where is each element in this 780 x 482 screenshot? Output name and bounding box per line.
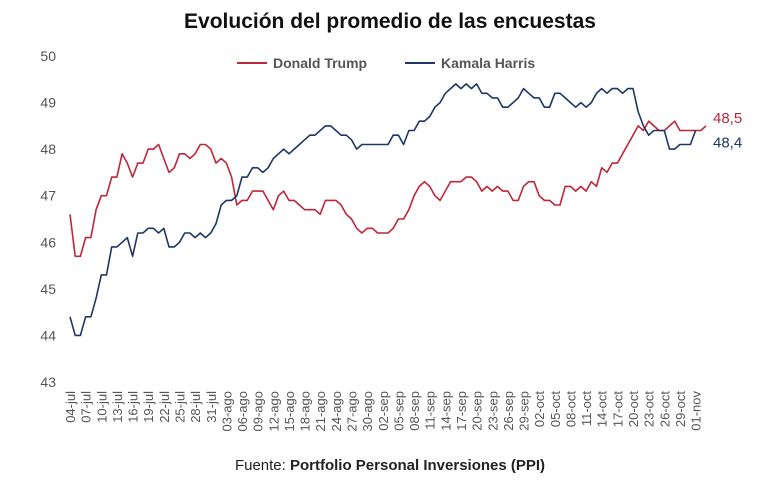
legend: Donald Trump Kamala Harris: [237, 55, 535, 71]
x-tick-label: 29-sep: [517, 391, 532, 431]
y-tick-label: 43: [40, 374, 56, 390]
x-tick-label: 13-jul: [110, 391, 125, 423]
x-tick-label: 03-ago: [219, 391, 234, 431]
x-tick-label: 31-jul: [204, 391, 219, 423]
x-tick-label: 21-ago: [313, 391, 328, 431]
legend-label: Kamala Harris: [441, 55, 535, 71]
x-tick-label: 29-oct: [673, 391, 688, 428]
source-prefix: Fuente:: [234, 457, 286, 474]
x-tick-label: 09-ago: [251, 391, 266, 431]
series-line-harris: [69, 83, 697, 337]
x-tick-label: 11-sep: [423, 391, 438, 430]
chart-title: Evolución del promedio de las encuestas: [184, 10, 596, 33]
x-tick-label: 18-ago: [298, 391, 313, 431]
x-tick-label: 26-oct: [657, 391, 672, 428]
legend-label: Donald Trump: [273, 55, 367, 71]
series-lines: [69, 83, 707, 337]
end-label-trump: 48,5: [713, 110, 742, 127]
x-tick-label: 20-oct: [626, 391, 641, 428]
x-tick-label: 10-jul: [94, 391, 109, 423]
y-tick-label: 44: [40, 327, 56, 343]
y-axis: 43 44 45 46 47 48 49 50: [40, 48, 56, 390]
x-tick-label: 22-jul: [157, 391, 172, 423]
x-tick-label: 27-ago: [345, 391, 360, 431]
y-tick-label: 46: [40, 234, 56, 250]
x-tick-label: 05-sep: [391, 391, 406, 431]
x-tick-label: 28-jul: [188, 391, 203, 423]
series-line-trump: [69, 120, 707, 258]
x-tick-label: 26-sep: [501, 391, 516, 431]
x-tick-label: 24-ago: [329, 391, 344, 431]
y-tick-label: 50: [40, 48, 56, 64]
x-tick-label: 30-ago: [360, 391, 375, 431]
y-tick-label: 48: [40, 141, 56, 157]
x-tick-label: 17-oct: [610, 391, 625, 428]
x-tick-label: 23-sep: [485, 391, 500, 431]
y-tick-label: 49: [40, 95, 56, 111]
source-name: Portfolio Personal Inversiones (PPI): [289, 457, 546, 474]
end-labels: 48,5 48,4: [713, 110, 742, 152]
y-tick-label: 45: [40, 281, 56, 297]
x-tick-label: 12-ago: [266, 391, 281, 431]
x-tick-label: 14-oct: [595, 391, 610, 428]
x-tick-label: 11-oct: [579, 391, 594, 427]
x-tick-label: 25-jul: [172, 391, 187, 423]
x-tick-label: 15-ago: [282, 391, 297, 431]
x-axis: 04-jul 07-jul 10-jul 13-jul 16-jul 19-jul 22-j…: [63, 391, 704, 432]
x-tick-label: 05-oct: [548, 391, 563, 428]
x-tick-label: 19-jul: [141, 391, 156, 423]
x-tick-label: 02-sep: [376, 391, 391, 431]
x-tick-label: 14-sep: [438, 391, 453, 431]
x-tick-label: 20-sep: [470, 391, 485, 431]
x-tick-label: 06-ago: [235, 391, 250, 431]
x-tick-label: 04-jul: [63, 391, 78, 423]
x-tick-label: 23-oct: [642, 391, 657, 428]
x-tick-label: 08-sep: [407, 391, 422, 431]
y-tick-label: 47: [40, 188, 56, 204]
x-tick-label: 16-jul: [126, 391, 141, 423]
x-tick-label: 07-jul: [79, 391, 94, 423]
x-tick-label: 02-oct: [532, 391, 547, 428]
end-label-harris: 48,4: [713, 135, 742, 152]
x-tick-label: 17-sep: [454, 391, 469, 431]
source-note: Fuente: Portfolio Personal Inversiones (…: [0, 457, 780, 474]
x-tick-label: 08-oct: [563, 391, 578, 428]
x-tick-label: 01-nov: [689, 391, 704, 431]
